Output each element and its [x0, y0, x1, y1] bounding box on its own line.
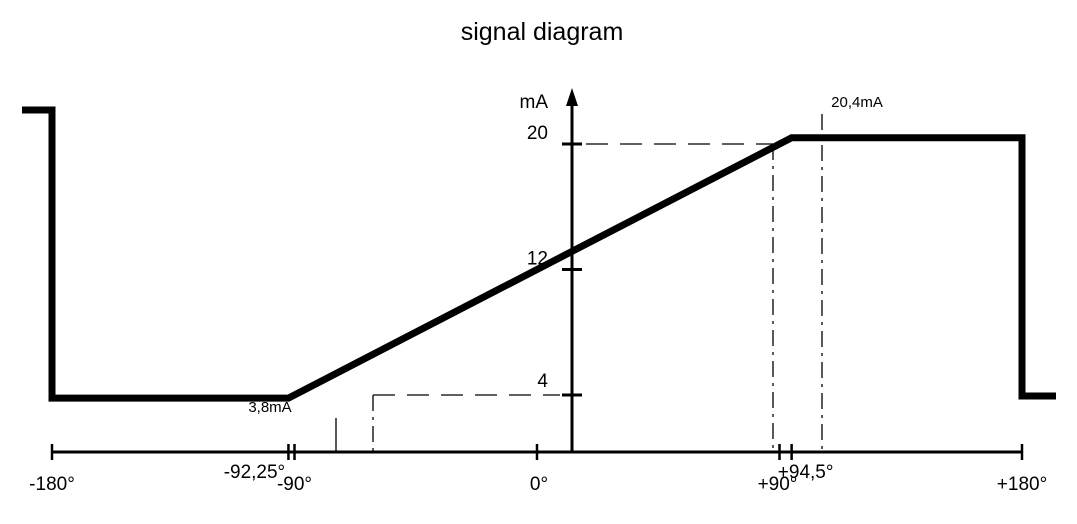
x-tick-label-180: -180° — [29, 474, 75, 495]
x-tick-label-94-5: +94,5° — [778, 462, 834, 483]
min-current-label: 3,8mA — [248, 399, 291, 416]
y-tick-label-4: 4 — [537, 371, 548, 392]
y-tick-label-20: 20 — [527, 123, 548, 144]
y-axis-arrow-icon — [566, 88, 578, 106]
signal-line — [22, 106, 1056, 402]
y-axis-unit: mA — [520, 92, 549, 113]
x-tick-label-90: +90° — [758, 474, 798, 495]
x-tick-label-180: +180° — [997, 474, 1047, 495]
x-tick-label-0: 0° — [530, 474, 548, 495]
diagram-title: signal diagram — [461, 18, 624, 46]
max-current-label: 20,4mA — [831, 94, 883, 111]
x-tick-label-92-25: -92,25° — [224, 462, 285, 483]
x-axis-ticks: -180° -92,25°-90° 0° +90°+94,5° +180° — [29, 444, 1047, 495]
x-tick-label-90: -90° — [277, 474, 312, 495]
